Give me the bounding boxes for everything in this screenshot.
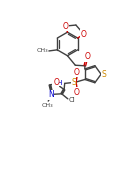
- Text: O: O: [53, 78, 59, 87]
- Text: N: N: [48, 90, 54, 99]
- Text: O: O: [73, 68, 79, 77]
- Text: NH: NH: [52, 80, 62, 86]
- Text: O: O: [73, 88, 79, 97]
- Text: S: S: [101, 70, 106, 79]
- Text: O: O: [85, 52, 91, 61]
- Text: Cl: Cl: [68, 97, 75, 103]
- Text: O: O: [81, 30, 87, 39]
- Text: CH₃: CH₃: [42, 103, 53, 108]
- Text: CH₃: CH₃: [37, 48, 48, 54]
- Text: O: O: [63, 21, 69, 31]
- Text: S: S: [71, 78, 76, 87]
